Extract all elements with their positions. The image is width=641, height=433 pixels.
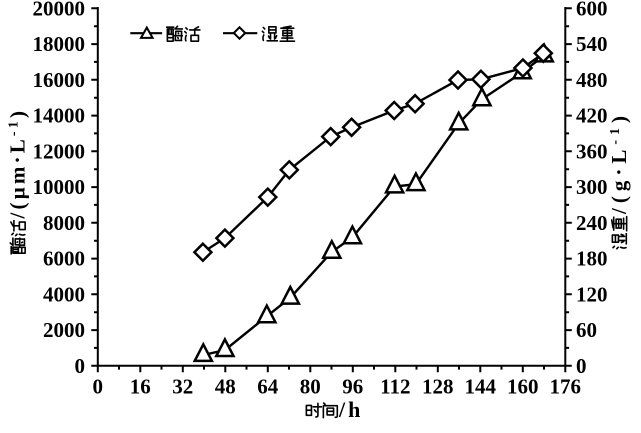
svg-text:8000: 8000 xyxy=(43,211,85,235)
svg-text:4000: 4000 xyxy=(43,282,85,306)
svg-text:6000: 6000 xyxy=(43,247,85,271)
svg-text:112: 112 xyxy=(380,375,410,399)
svg-text:18000: 18000 xyxy=(33,32,86,56)
svg-text:80: 80 xyxy=(300,375,321,399)
svg-text:64: 64 xyxy=(257,375,279,399)
svg-text:20000: 20000 xyxy=(33,0,86,20)
svg-text:60: 60 xyxy=(576,318,597,342)
svg-text:0: 0 xyxy=(75,354,86,378)
svg-text:540: 540 xyxy=(576,32,608,56)
svg-text:/h: /h xyxy=(338,397,363,422)
svg-text:96: 96 xyxy=(342,375,363,399)
svg-text:600: 600 xyxy=(576,0,608,20)
svg-text:14000: 14000 xyxy=(33,104,86,128)
svg-text:10000: 10000 xyxy=(33,175,86,199)
svg-text:420: 420 xyxy=(576,104,608,128)
svg-text:16000: 16000 xyxy=(33,68,86,92)
svg-text:180: 180 xyxy=(576,247,608,271)
svg-text:32: 32 xyxy=(172,375,193,399)
svg-text:300: 300 xyxy=(576,175,608,199)
svg-text:0: 0 xyxy=(93,375,104,399)
svg-text:160: 160 xyxy=(507,375,539,399)
svg-text:/(g·L-1): /(g·L-1) xyxy=(607,111,631,215)
svg-text:120: 120 xyxy=(576,282,608,306)
svg-text:360: 360 xyxy=(576,139,608,163)
svg-text:48: 48 xyxy=(215,375,236,399)
svg-text:128: 128 xyxy=(422,375,454,399)
svg-text:176: 176 xyxy=(550,375,582,399)
svg-text:480: 480 xyxy=(576,68,608,92)
svg-text:0: 0 xyxy=(576,354,587,378)
svg-text:16: 16 xyxy=(130,375,151,399)
svg-text:2000: 2000 xyxy=(43,318,85,342)
svg-text:12000: 12000 xyxy=(33,139,86,163)
svg-text:240: 240 xyxy=(576,211,608,235)
svg-text:144: 144 xyxy=(465,375,497,399)
